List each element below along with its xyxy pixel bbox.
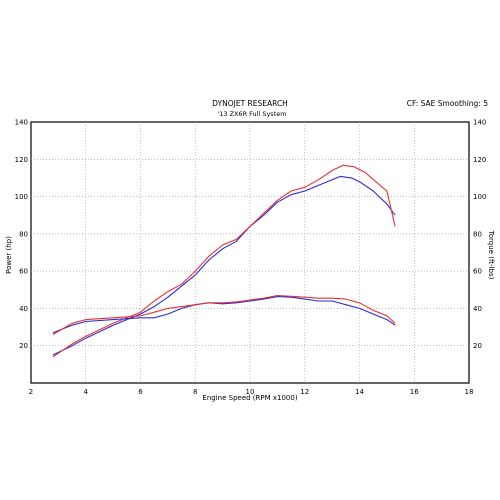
series-line-torque-runfile-028-drf	[52, 294, 396, 335]
correction-settings: CF: SAE Smoothing: 5	[407, 99, 488, 108]
x-tick-label: 18	[465, 388, 474, 396]
y-tick-label-torque: 40	[473, 305, 482, 313]
plot-area: 2 4 6 8 10 12 14 16 18 20 20 40 40 60 60 80 80 100 100 120 1…	[15, 119, 487, 397]
y-axis-label-power: Power (hp)	[5, 236, 13, 274]
series-line-torque-runfile-003-drf	[52, 296, 396, 334]
y-tick-label-power: 60	[19, 268, 28, 276]
y-tick-label-torque: 120	[473, 156, 486, 164]
y-tick-label-torque: 100	[473, 193, 486, 201]
x-tick-label: 10	[246, 388, 255, 396]
series-line-power-runfile-028-drf	[52, 164, 396, 358]
x-tick-label: 6	[138, 388, 143, 396]
y-tick-label-power: 100	[15, 193, 28, 201]
y-tick-label-power: 120	[15, 156, 28, 164]
x-tick-label: 16	[410, 388, 419, 396]
chart-subtitle: '13 ZX6R Full System	[217, 110, 286, 118]
y-axis-label-torque: Torque (ft-lbs)	[487, 230, 495, 280]
y-tick-label-power: 140	[15, 119, 28, 127]
y-tick-label-power: 20	[19, 342, 28, 350]
x-tick-label: 8	[193, 388, 197, 396]
y-tick-label-torque: 80	[473, 230, 482, 238]
y-tick-label-power: 40	[19, 305, 28, 313]
plot-frame	[30, 121, 470, 384]
x-tick-label: 4	[84, 388, 89, 396]
x-tick-label: 14	[355, 388, 364, 396]
y-tick-label-torque: 60	[473, 268, 482, 276]
x-tick-label: 12	[300, 388, 309, 396]
chart-title: DYNOJET RESEARCH	[212, 99, 288, 108]
y-tick-label-torque: 140	[473, 119, 486, 127]
x-tick-label: 2	[29, 388, 33, 396]
x-axis-label: Engine Speed (RPM x1000)	[202, 394, 297, 402]
y-tick-label-power: 80	[19, 230, 28, 238]
y-tick-label-torque: 20	[473, 342, 482, 350]
